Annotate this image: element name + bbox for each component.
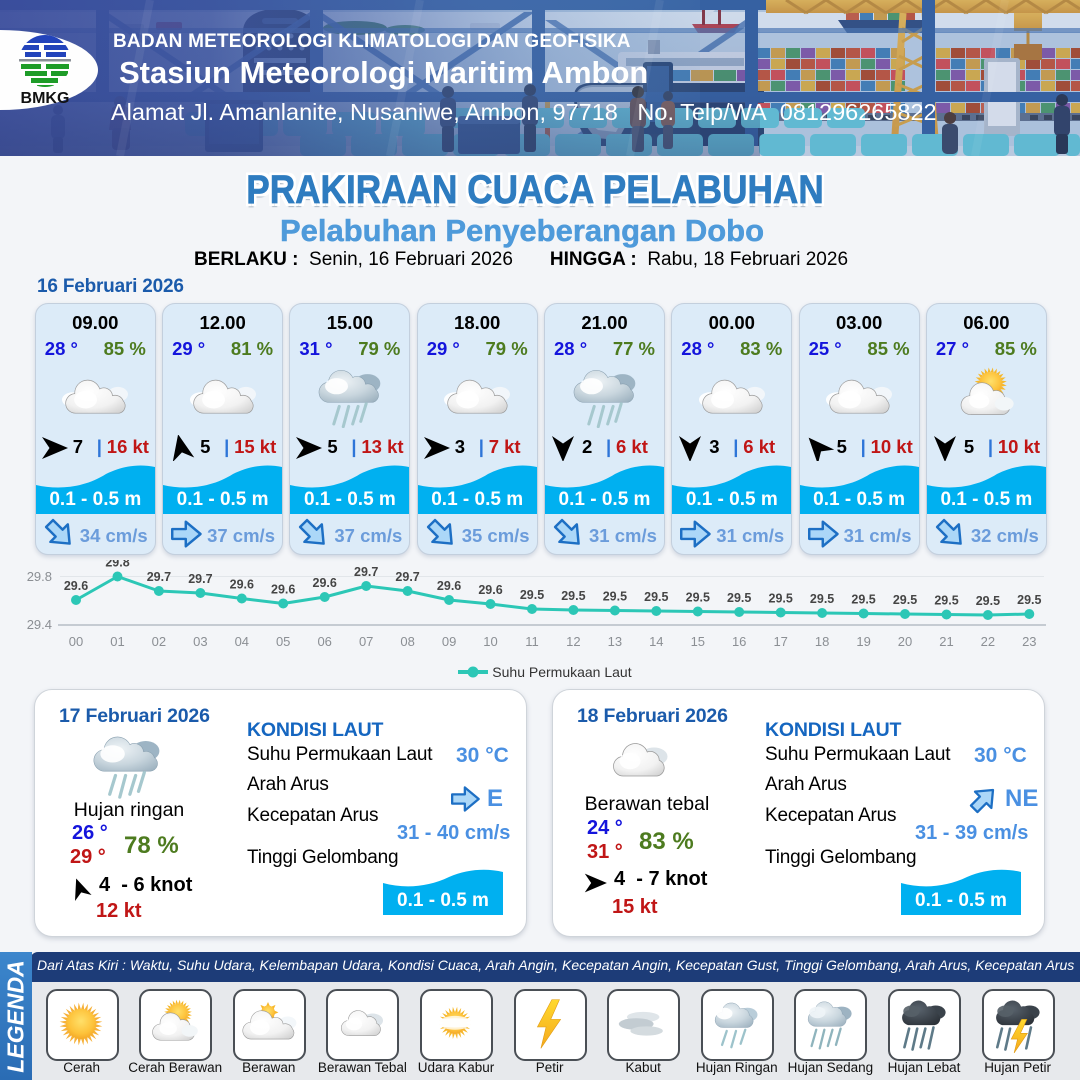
- svg-text:21: 21: [939, 634, 953, 649]
- svg-text:23: 23: [1022, 634, 1036, 649]
- svg-text:29.7: 29.7: [395, 570, 419, 584]
- svg-text:29.7: 29.7: [188, 572, 212, 586]
- svg-text:29.6: 29.6: [64, 579, 88, 593]
- svg-text:29.6: 29.6: [230, 578, 254, 592]
- svg-text:29.8: 29.8: [105, 560, 129, 570]
- svg-text:29.4: 29.4: [27, 617, 52, 632]
- svg-text:29.5: 29.5: [893, 593, 917, 607]
- svg-text:29.5: 29.5: [520, 588, 544, 602]
- svg-text:02: 02: [152, 634, 166, 649]
- svg-text:29.5: 29.5: [603, 590, 627, 604]
- svg-text:13: 13: [608, 634, 622, 649]
- svg-text:29.5: 29.5: [851, 593, 875, 607]
- svg-text:17: 17: [773, 634, 787, 649]
- svg-text:29.5: 29.5: [769, 592, 793, 606]
- svg-text:29.5: 29.5: [810, 592, 834, 606]
- svg-text:20: 20: [898, 634, 912, 649]
- svg-text:29.5: 29.5: [1017, 593, 1041, 607]
- svg-text:22: 22: [981, 634, 995, 649]
- svg-text:19: 19: [856, 634, 870, 649]
- svg-text:15: 15: [691, 634, 705, 649]
- svg-text:06: 06: [317, 634, 331, 649]
- svg-text:01: 01: [110, 634, 124, 649]
- svg-text:03: 03: [193, 634, 207, 649]
- svg-text:07: 07: [359, 634, 373, 649]
- svg-text:29.8: 29.8: [27, 569, 52, 584]
- svg-text:09: 09: [442, 634, 456, 649]
- svg-text:00: 00: [69, 634, 83, 649]
- svg-text:29.5: 29.5: [727, 591, 751, 605]
- svg-text:29.5: 29.5: [976, 594, 1000, 608]
- svg-text:29.6: 29.6: [313, 576, 337, 590]
- svg-text:29.7: 29.7: [147, 570, 171, 584]
- svg-text:18: 18: [815, 634, 829, 649]
- svg-text:29.6: 29.6: [271, 583, 295, 597]
- svg-text:16: 16: [732, 634, 746, 649]
- svg-text:10: 10: [483, 634, 497, 649]
- svg-text:05: 05: [276, 634, 290, 649]
- svg-text:29.7: 29.7: [354, 565, 378, 579]
- svg-text:12: 12: [566, 634, 580, 649]
- svg-text:04: 04: [235, 634, 249, 649]
- svg-text:14: 14: [649, 634, 663, 649]
- svg-text:29.5: 29.5: [561, 589, 585, 603]
- svg-text:29.5: 29.5: [934, 594, 958, 608]
- svg-text:29.5: 29.5: [644, 590, 668, 604]
- svg-text:29.6: 29.6: [478, 583, 502, 597]
- svg-text:29.5: 29.5: [686, 591, 710, 605]
- svg-text:BMKG: BMKG: [21, 90, 70, 107]
- svg-text:29.6: 29.6: [437, 579, 461, 593]
- svg-text:11: 11: [525, 634, 539, 649]
- svg-text:08: 08: [400, 634, 414, 649]
